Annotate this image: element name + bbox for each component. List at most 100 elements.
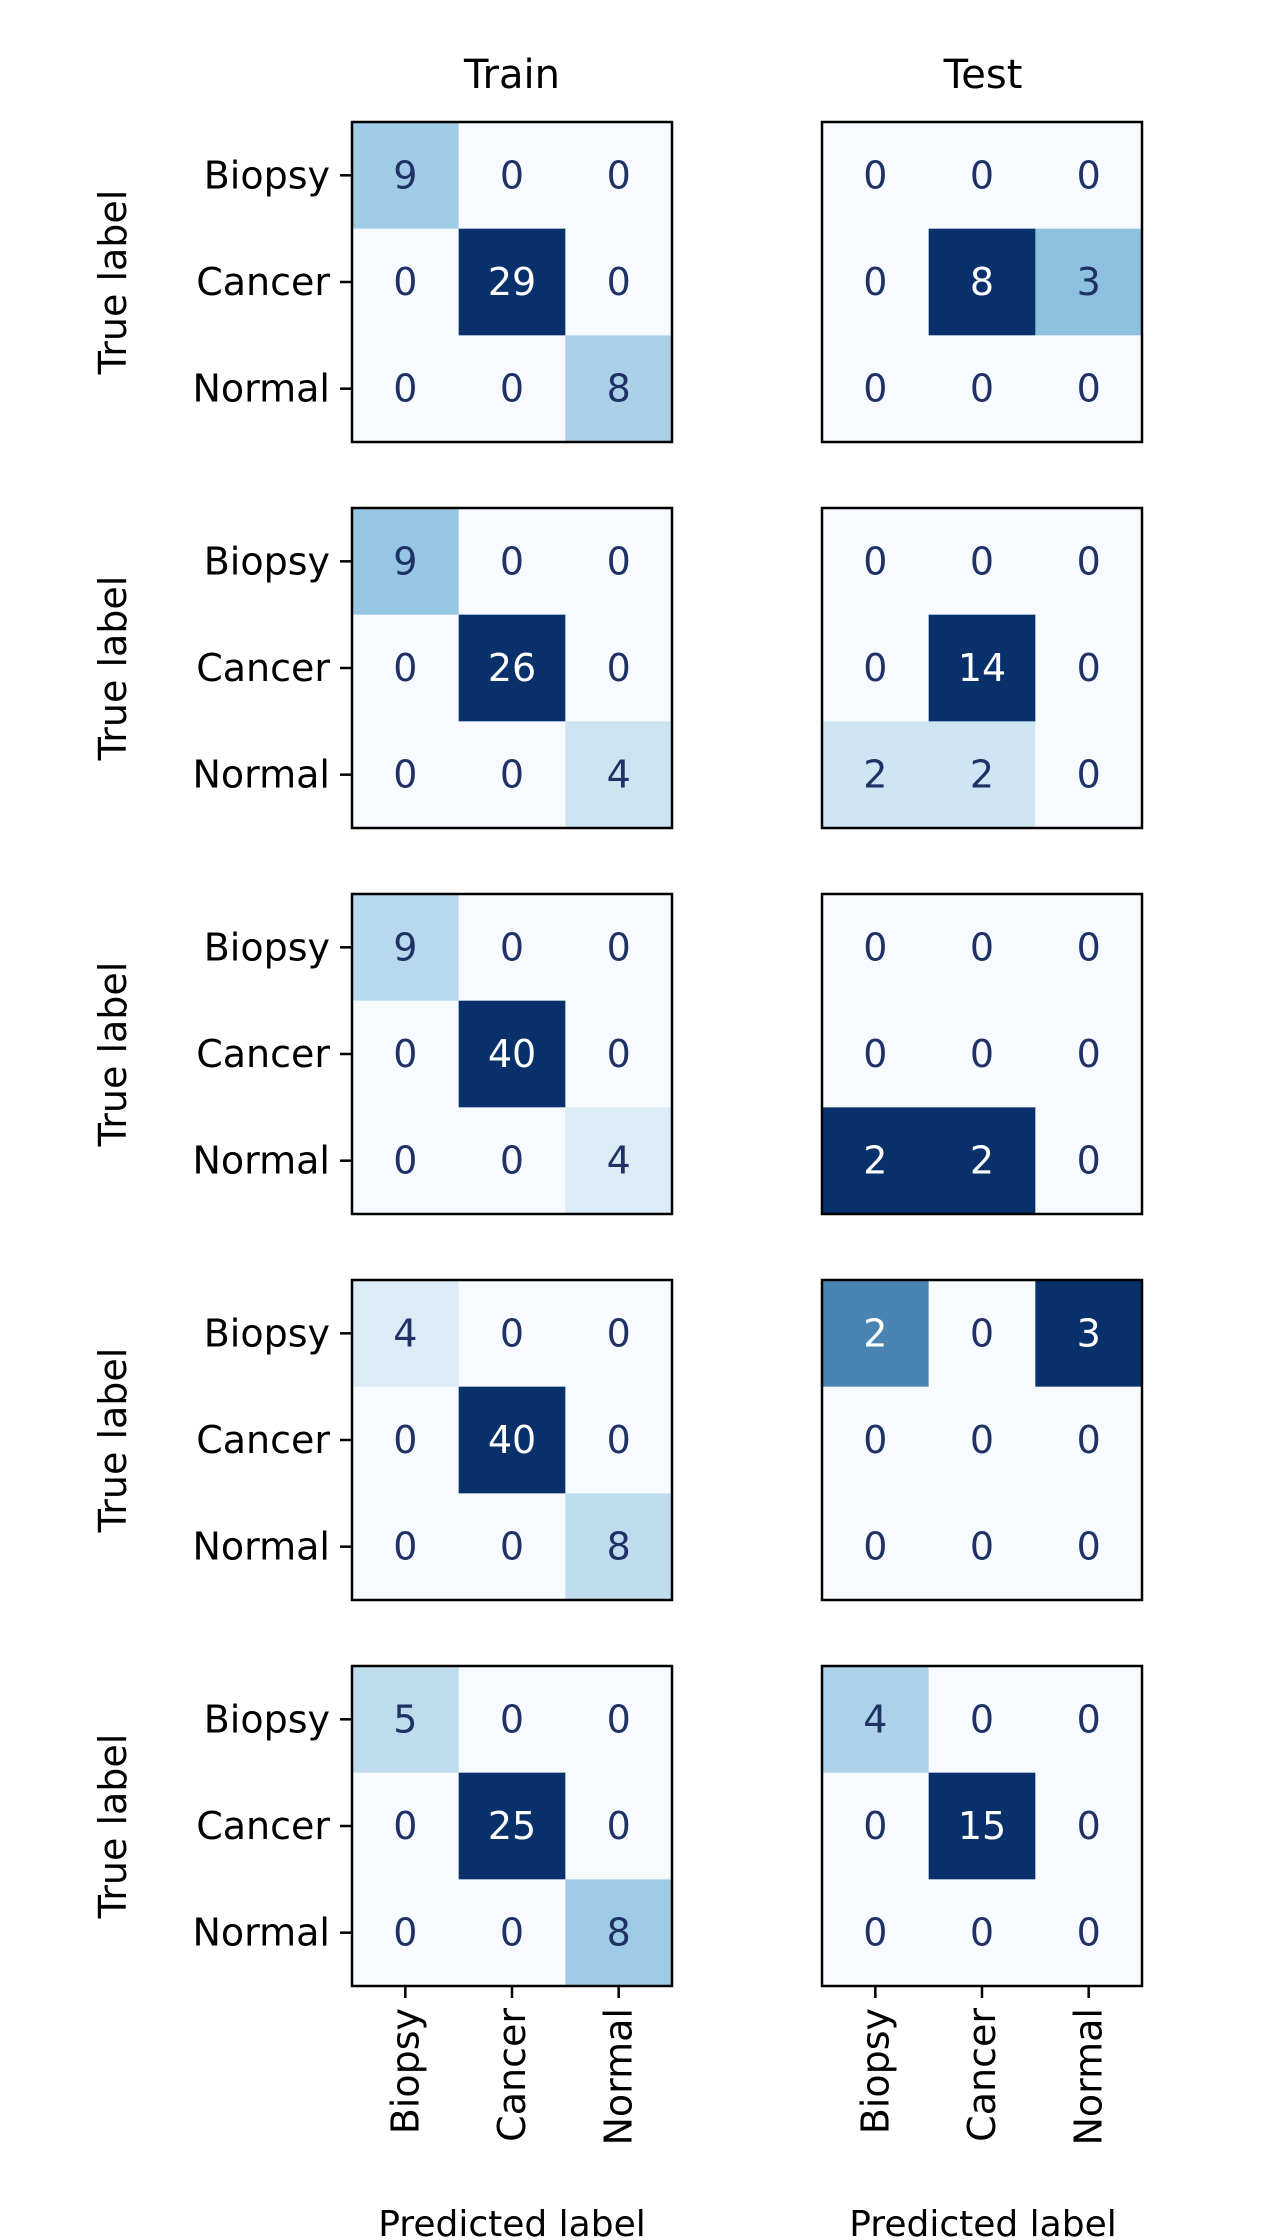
matrix-cell	[352, 228, 460, 336]
cell-value: 0	[970, 1697, 994, 1741]
matrix-cell	[565, 228, 673, 336]
matrix-cell	[928, 1386, 1036, 1494]
matrix-cell	[1035, 721, 1143, 829]
matrix-cell	[352, 1772, 460, 1880]
cell-value: 0	[1077, 1911, 1101, 1955]
matrix-cell	[822, 1772, 930, 1880]
matrix-cell	[928, 508, 1036, 616]
y-tick-label: Normal	[193, 1525, 331, 1569]
cell-value: 0	[970, 1032, 994, 1076]
matrix-cell	[352, 894, 460, 1002]
test-matrix-3: 0 0 0 0 0 0 2 2 0	[820, 892, 1144, 1216]
matrix-cell	[928, 1000, 1036, 1108]
cell-value: 0	[607, 1697, 631, 1741]
matrix-cell	[822, 1879, 930, 1987]
cell-value: 0	[970, 153, 994, 197]
matrix-cell	[822, 1107, 930, 1215]
cell-value: 0	[607, 260, 631, 304]
test-matrix-5: 4 0 0 0 15 0 0 0 0 Biopsy Cancer Normal	[820, 1664, 1144, 2146]
matrix-cell	[928, 228, 1036, 336]
cell-value: 40	[488, 1032, 536, 1076]
matrix-cell	[928, 1280, 1036, 1388]
matrix-cell	[352, 1107, 460, 1215]
cell-value: 0	[1077, 1032, 1101, 1076]
matrix-cell	[565, 1666, 673, 1774]
matrix-cell	[352, 1386, 460, 1494]
cell-value: 0	[500, 753, 524, 797]
matrix-cell	[928, 1493, 1036, 1601]
cell-value: 0	[1077, 753, 1101, 797]
cell-value: 0	[500, 1139, 524, 1183]
y-tick-label: Biopsy	[204, 1311, 330, 1355]
x-tick-label: Normal	[1067, 2008, 1111, 2146]
matrix-cell	[1035, 508, 1143, 616]
cell-value: 0	[393, 753, 417, 797]
matrix-frame	[820, 120, 1144, 444]
cell-value: 4	[607, 753, 631, 797]
matrix-cell	[458, 1879, 566, 1987]
cell-value: 0	[1077, 925, 1101, 969]
matrix-cell	[1035, 1772, 1143, 1880]
cell-value: 0	[1077, 153, 1101, 197]
cell-value: 4	[863, 1697, 887, 1741]
cell-value: 40	[488, 1418, 536, 1462]
y-tick-label: Cancer	[196, 1804, 330, 1848]
matrix-cell	[458, 1000, 566, 1108]
cell-value: 0	[863, 1032, 887, 1076]
matrix-cell	[822, 1666, 930, 1774]
cell-value: 0	[393, 1911, 417, 1955]
matrix-cell	[565, 1772, 673, 1880]
cell-value: 3	[1077, 1311, 1101, 1355]
cell-value: 0	[393, 367, 417, 411]
cell-value: 25	[488, 1804, 536, 1848]
y-tick-label: Normal	[193, 1911, 331, 1955]
cell-value: 0	[970, 1311, 994, 1355]
cell-value: 2	[863, 1311, 887, 1355]
y-axis-label: True label	[91, 1348, 135, 1534]
matrix-cell	[822, 1280, 930, 1388]
cell-value: 0	[1077, 1804, 1101, 1848]
matrix-cell	[352, 335, 460, 443]
cell-value: 0	[970, 1525, 994, 1569]
y-tick-label: Normal	[193, 367, 331, 411]
train-matrix-3: 9 0 0 0 40 0 0 0 4 Biopsy Cancer Normal True label	[91, 892, 674, 1216]
matrix-cell	[1035, 1280, 1143, 1388]
matrix-cell	[822, 228, 930, 336]
matrix-cell	[928, 721, 1036, 829]
cell-value: 0	[1077, 1697, 1101, 1741]
cell-value: 8	[607, 367, 631, 411]
y-tick-label: Cancer	[196, 646, 330, 690]
cell-value: 4	[393, 1311, 417, 1355]
matrix-cell	[822, 721, 930, 829]
matrix-cell	[565, 721, 673, 829]
matrix-cell	[1035, 1666, 1143, 1774]
cell-value: 0	[500, 1911, 524, 1955]
matrix-cell	[1035, 614, 1143, 722]
cell-value: 0	[970, 1911, 994, 1955]
test-matrix-2: 0 0 0 0 14 0 2 2 0	[820, 506, 1144, 830]
x-tick-label: Normal	[597, 2008, 641, 2146]
matrix-cell	[822, 335, 930, 443]
cell-value: 0	[607, 1804, 631, 1848]
matrix-cell	[1035, 1879, 1143, 1987]
cell-value: 14	[958, 646, 1006, 690]
cell-value: 0	[393, 1804, 417, 1848]
matrix-cell	[928, 1772, 1036, 1880]
cell-value: 0	[970, 539, 994, 583]
cell-value: 0	[863, 646, 887, 690]
matrix-cell	[458, 1493, 566, 1601]
cell-value: 0	[607, 1032, 631, 1076]
matrix-cell	[565, 335, 673, 443]
y-tick-label: Cancer	[196, 1032, 330, 1076]
y-tick-label: Biopsy	[204, 153, 330, 197]
cell-value: 0	[863, 925, 887, 969]
cell-value: 0	[863, 1804, 887, 1848]
cell-value: 3	[1077, 260, 1101, 304]
cell-value: 0	[970, 925, 994, 969]
cell-value: 8	[607, 1525, 631, 1569]
matrix-cell	[928, 894, 1036, 1002]
matrix-cell	[458, 228, 566, 336]
matrix-cell	[1035, 1000, 1143, 1108]
matrix-cell	[458, 1280, 566, 1388]
